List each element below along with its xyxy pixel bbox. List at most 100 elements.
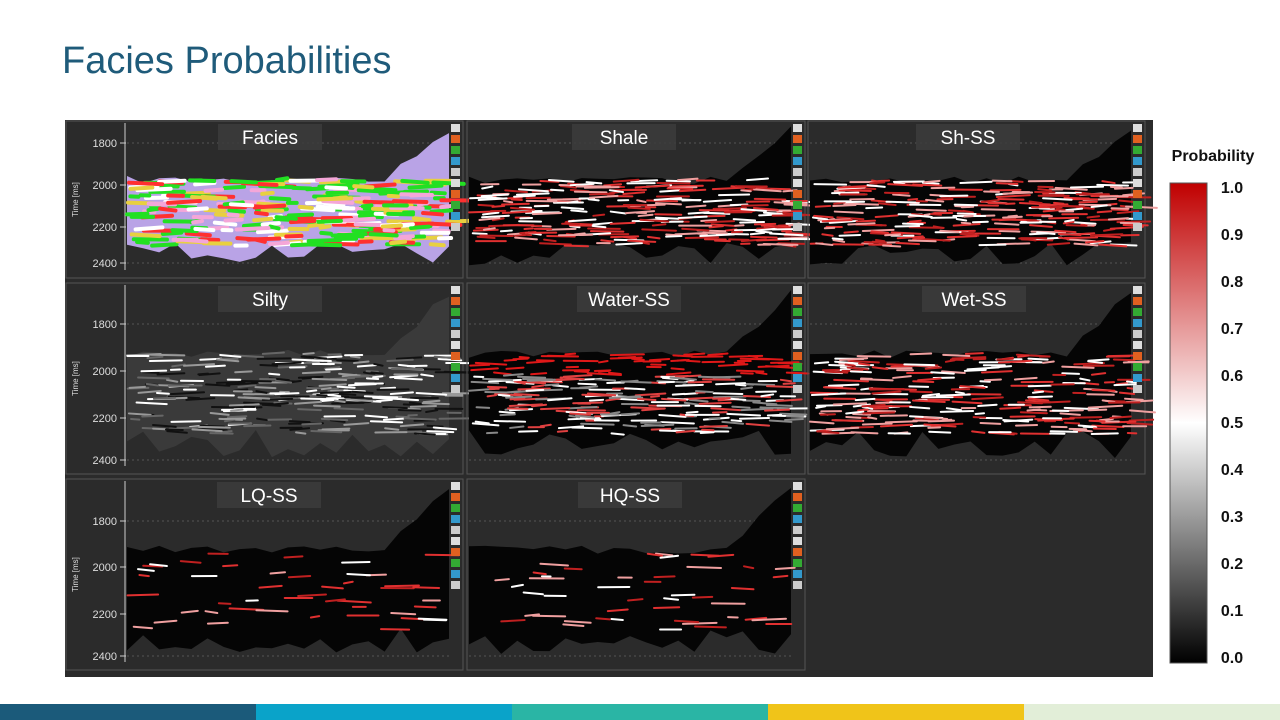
reflector — [831, 237, 844, 241]
reflector — [1019, 411, 1048, 415]
reflector — [138, 573, 150, 578]
tick-label: 2000 — [93, 562, 117, 574]
reflector — [491, 204, 506, 208]
reflector — [132, 625, 154, 630]
reflector — [1089, 233, 1124, 237]
reflector — [834, 360, 861, 365]
reflector — [568, 224, 595, 227]
seismic-panel: Facies — [65, 120, 481, 279]
reflector — [137, 389, 162, 394]
tick-label: 2400 — [93, 258, 117, 270]
panel-label-bg — [922, 286, 1026, 312]
reflector — [318, 224, 332, 230]
reflector — [275, 379, 293, 384]
toolbar-icon — [451, 548, 460, 556]
reflector — [517, 387, 551, 391]
colorbar-tick-label: 0.7 — [1221, 321, 1243, 338]
reflector — [390, 612, 417, 616]
reflector — [627, 239, 657, 243]
reflector — [321, 427, 351, 431]
reflector — [183, 237, 209, 244]
reflector — [702, 231, 728, 235]
reflector — [233, 354, 265, 359]
reflector — [1032, 408, 1048, 412]
reflector — [1065, 224, 1088, 227]
colorbar-tick-label: 0.2 — [1221, 556, 1243, 573]
reflector — [1059, 412, 1081, 416]
reflector — [963, 214, 974, 218]
reflector — [559, 185, 577, 189]
reflector — [179, 560, 202, 564]
reflector — [386, 193, 401, 199]
reflector — [708, 225, 724, 229]
reflector — [193, 226, 216, 233]
reflector — [283, 555, 304, 559]
reflector — [588, 398, 605, 402]
reflector — [765, 404, 793, 407]
colorbar-tick-label: 0.8 — [1221, 274, 1243, 291]
reflector — [699, 233, 736, 237]
reflector — [403, 417, 437, 421]
reflector — [911, 213, 926, 217]
reflector — [415, 392, 448, 396]
reflector — [209, 432, 234, 435]
reflector — [659, 554, 680, 559]
reflector — [390, 239, 407, 245]
reflector — [573, 370, 590, 374]
reflector — [127, 412, 152, 416]
reflector — [286, 212, 315, 218]
toolbar-icon — [451, 537, 460, 545]
reflector — [732, 218, 757, 222]
reflector — [837, 185, 867, 189]
reflector — [833, 378, 869, 383]
reflector — [1084, 239, 1105, 244]
reflector — [389, 205, 425, 211]
reflector — [560, 206, 585, 211]
reflector — [760, 393, 775, 398]
reflector — [673, 619, 700, 624]
reflector — [784, 418, 804, 422]
reflector — [1111, 208, 1129, 212]
reflector — [861, 403, 886, 408]
reflector — [939, 194, 969, 198]
reflector — [869, 407, 889, 410]
toolbar-icon — [451, 223, 460, 231]
reflector — [734, 383, 747, 387]
reflector — [287, 575, 312, 579]
reflector — [615, 242, 643, 246]
reflector — [674, 383, 704, 387]
reflector — [313, 404, 341, 408]
reflector — [609, 221, 636, 225]
reflector — [671, 392, 686, 396]
reflector — [382, 417, 405, 421]
reflector — [368, 232, 399, 238]
panel-label-bg — [217, 482, 321, 508]
reflector — [869, 181, 886, 185]
reflector — [742, 394, 772, 399]
reflector — [879, 423, 913, 428]
reflector — [501, 210, 533, 215]
reflector — [1002, 215, 1023, 219]
reflector — [832, 203, 857, 207]
reflector — [1031, 390, 1045, 394]
reflector — [513, 380, 547, 385]
reflector — [1027, 357, 1049, 361]
reflector — [375, 398, 393, 403]
reflector — [1128, 409, 1156, 414]
reflector — [509, 396, 526, 401]
reflector — [517, 375, 547, 379]
reflector — [324, 185, 349, 191]
reflector — [568, 218, 597, 223]
reflector — [871, 390, 902, 395]
toolbar-icon — [793, 124, 802, 132]
reflector — [556, 429, 569, 433]
toolbar-icon — [451, 124, 460, 132]
reflector — [261, 397, 294, 401]
reflector — [1118, 199, 1137, 204]
reflector — [341, 373, 358, 378]
reflector — [363, 395, 399, 399]
toolbar-icon — [1133, 330, 1142, 338]
reflector — [1061, 365, 1095, 369]
reflector — [1069, 416, 1103, 419]
toolbar-icon — [1133, 286, 1142, 294]
